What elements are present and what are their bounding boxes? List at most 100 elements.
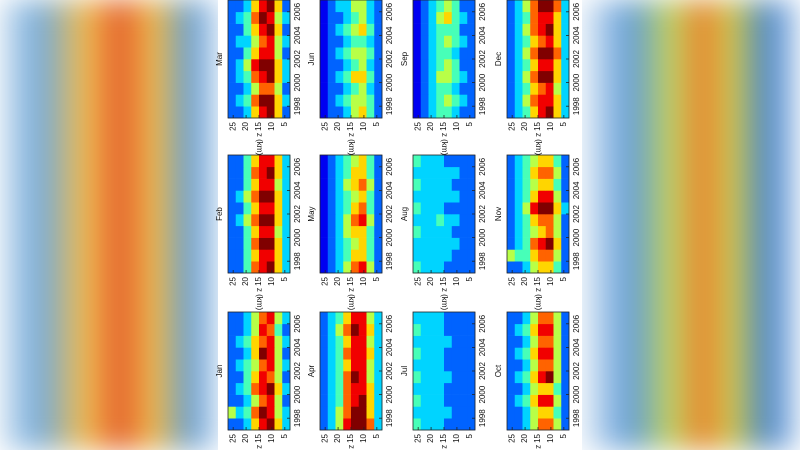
heatmap-cell — [274, 82, 283, 95]
heatmap-cell — [428, 202, 437, 215]
heatmap-cell — [459, 323, 468, 336]
heatmap-cell — [251, 155, 260, 168]
heatmap-cell — [420, 94, 429, 107]
heatmap-cell — [266, 347, 275, 360]
heatmap-cell — [266, 155, 275, 168]
heatmap-cell — [358, 335, 367, 348]
heatmap-cell — [451, 237, 460, 250]
heatmap-cell — [436, 23, 445, 36]
x-tick-label: 10 — [452, 276, 461, 285]
heatmap-cell — [444, 202, 453, 215]
heatmap-cell — [467, 155, 476, 168]
heatmap-cell — [343, 394, 352, 407]
heatmap-cell — [358, 178, 367, 191]
heatmap-cell — [259, 214, 268, 227]
y-tick-label: 1998 — [293, 97, 302, 115]
heatmap-cell — [561, 225, 570, 238]
heatmap-cell — [358, 323, 367, 336]
heatmap-cell — [553, 94, 562, 107]
heatmap-cell — [351, 394, 360, 407]
heatmap-cell — [358, 394, 367, 407]
heatmap-cell — [274, 47, 283, 60]
heatmap-cell — [459, 94, 468, 107]
heatmap-cell — [228, 225, 237, 238]
heatmap-cell — [538, 335, 547, 348]
heatmap-cell — [320, 94, 329, 107]
heatmap-cell — [413, 225, 422, 238]
heatmap-cell — [553, 166, 562, 179]
x-tick-label: 20 — [520, 121, 529, 130]
heatmap-cell — [530, 70, 539, 83]
heatmap-cell — [335, 418, 344, 431]
heatmap-cell — [320, 11, 329, 24]
heatmap-cell — [366, 11, 375, 24]
heatmap-cell — [282, 94, 291, 107]
heatmap-cell — [514, 382, 523, 395]
heatmap-cell — [320, 166, 329, 179]
heatmap-cell — [335, 335, 344, 348]
heatmap-cell — [545, 106, 554, 119]
heatmap-cell — [561, 166, 570, 179]
x-tick-label: 20 — [426, 276, 435, 285]
heatmap-cell — [274, 11, 283, 24]
heatmap-cell — [274, 418, 283, 431]
heatmap-cell — [366, 249, 375, 262]
x-axis-label: z (km) — [440, 288, 449, 311]
heatmap-cell — [374, 23, 383, 36]
heatmap-cell — [335, 347, 344, 360]
heatmap-cell — [343, 155, 352, 168]
y-tick-label: 2000 — [385, 228, 394, 246]
heatmap-cell — [451, 11, 460, 24]
heatmap-cell — [235, 47, 244, 60]
heatmap-cell — [243, 190, 252, 203]
heatmap-cell — [522, 35, 531, 48]
heatmap-cell — [228, 382, 237, 395]
heatmap-cell — [274, 70, 283, 83]
heatmap-cell — [320, 190, 329, 203]
heatmap-cell — [235, 202, 244, 215]
heatmap-cell — [266, 418, 275, 431]
heatmap-cell — [327, 225, 336, 238]
heatmap-cell — [251, 47, 260, 60]
heatmap-cell — [522, 406, 531, 419]
heatmap-cell — [228, 82, 237, 95]
heatmap-cell — [561, 94, 570, 107]
heatmap-cell — [507, 35, 516, 48]
heatmap-cell — [259, 59, 268, 72]
heatmap-cell — [243, 0, 252, 13]
heatmap-cell — [327, 237, 336, 250]
heatmap-cell — [327, 70, 336, 83]
heatmap-cell — [507, 406, 516, 419]
heatmap-cell — [522, 155, 531, 168]
x-tick-label: 15 — [346, 121, 355, 130]
heatmap-cell — [530, 237, 539, 250]
heatmap-cell — [335, 225, 344, 238]
heatmap-cell — [374, 155, 383, 168]
x-tick-label: 25 — [413, 433, 422, 442]
x-tick-label: 5 — [465, 121, 474, 126]
heatmap-cell — [228, 11, 237, 24]
heatmap-cell — [228, 59, 237, 72]
heatmap-cell — [436, 359, 445, 372]
y-tick-label: 2002 — [385, 205, 394, 223]
heatmap-cell — [243, 166, 252, 179]
heatmap-cell — [351, 202, 360, 215]
y-tick-label: 2000 — [293, 385, 302, 403]
heatmap-cell — [522, 202, 531, 215]
heatmap-cell — [451, 155, 460, 168]
heatmap-cell — [259, 155, 268, 168]
heatmap-cell — [259, 202, 268, 215]
heatmap-cell — [514, 59, 523, 72]
y-tick-label: 1998 — [572, 252, 581, 270]
heatmap-cell — [413, 202, 422, 215]
heatmap-cell — [538, 312, 547, 325]
heatmap-cell — [243, 335, 252, 348]
heatmap-cell — [459, 190, 468, 203]
heatmap-cell — [327, 359, 336, 372]
heatmap-cell — [266, 190, 275, 203]
heatmap-cell — [428, 237, 437, 250]
heatmap-cell — [235, 214, 244, 227]
heatmap-cell — [514, 418, 523, 431]
heatmap-cell — [553, 347, 562, 360]
heatmap-cell — [282, 82, 291, 95]
